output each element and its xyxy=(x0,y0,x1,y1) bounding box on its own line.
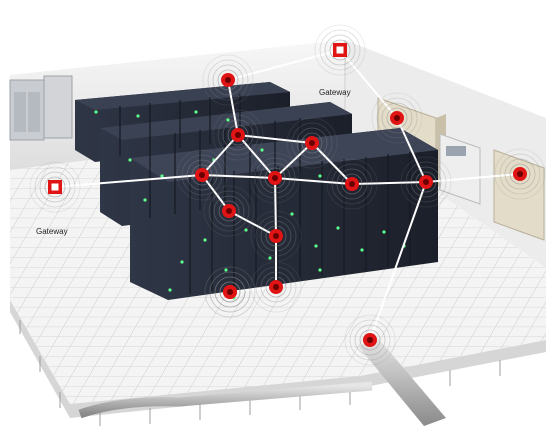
node-7-sensor-icon xyxy=(345,177,359,191)
node-14-ripple xyxy=(494,148,546,200)
mesh-link-18 xyxy=(369,181,427,341)
node-5-sensor-icon xyxy=(222,204,236,218)
node-7-ripple xyxy=(326,158,378,210)
node-6-ripple xyxy=(249,152,301,204)
node-1-sensor-icon xyxy=(221,73,235,87)
mesh-link-19 xyxy=(201,174,276,179)
gateway-left-label: Gateway xyxy=(36,227,68,236)
node-11-ripple xyxy=(250,261,302,313)
mesh-link-12 xyxy=(311,142,353,185)
node-5-ripple xyxy=(203,185,255,237)
node-15-ripple xyxy=(344,314,396,366)
gateway-top-label: Gateway xyxy=(319,88,351,97)
mesh-links xyxy=(54,49,521,341)
mesh-link-13 xyxy=(351,181,427,185)
gateway-left-icon xyxy=(48,180,62,194)
mesh-link-0 xyxy=(229,286,277,293)
mesh-link-15 xyxy=(396,117,427,183)
mesh-nodes xyxy=(48,43,527,347)
gateway-top-ripple xyxy=(314,24,366,76)
node-15-sensor-icon xyxy=(363,333,377,347)
node-8-ripple xyxy=(371,92,423,144)
mesh-link-14 xyxy=(274,177,353,185)
mesh-link-11 xyxy=(237,134,313,144)
mesh-link-17 xyxy=(425,173,521,183)
mesh-link-16 xyxy=(339,49,398,119)
mesh-link-7 xyxy=(227,49,341,81)
node-6-sensor-icon xyxy=(268,171,282,185)
conduit-pipe xyxy=(358,338,446,426)
mesh-link-4 xyxy=(201,174,230,212)
mesh-link-3 xyxy=(274,177,277,237)
node-9-sensor-icon xyxy=(269,229,283,243)
gateway-top-icon xyxy=(333,43,347,57)
node-2-sensor-icon xyxy=(231,128,245,142)
electrical-cabinets xyxy=(9,75,73,141)
node-2-ripple xyxy=(212,109,264,161)
node-4-sensor-icon xyxy=(305,136,319,150)
node-10-sensor-icon xyxy=(419,175,433,189)
node-11-sensor-icon xyxy=(269,280,283,294)
mesh-link-5 xyxy=(201,134,239,176)
signal-ripples xyxy=(29,24,546,366)
node-3-sensor-icon xyxy=(195,168,209,182)
node-14-sensor-icon xyxy=(513,167,527,181)
node-4-ripple xyxy=(286,117,338,169)
node-3-ripple xyxy=(176,149,228,201)
mesh-link-9 xyxy=(237,134,276,179)
node-10-ripple xyxy=(400,156,452,208)
mesh-link-6 xyxy=(227,79,239,136)
node-13-sensor-icon xyxy=(223,285,237,299)
mesh-link-2 xyxy=(228,210,277,237)
node-13-ripple xyxy=(204,266,256,318)
node-9-ripple xyxy=(250,210,302,262)
node-8-sensor-icon xyxy=(390,111,404,125)
underfloor-pipe xyxy=(78,381,373,419)
mesh-link-8 xyxy=(54,174,203,188)
node-1-ripple xyxy=(202,54,254,106)
gateway-left-ripple xyxy=(29,161,81,213)
mesh-link-10 xyxy=(274,142,313,179)
